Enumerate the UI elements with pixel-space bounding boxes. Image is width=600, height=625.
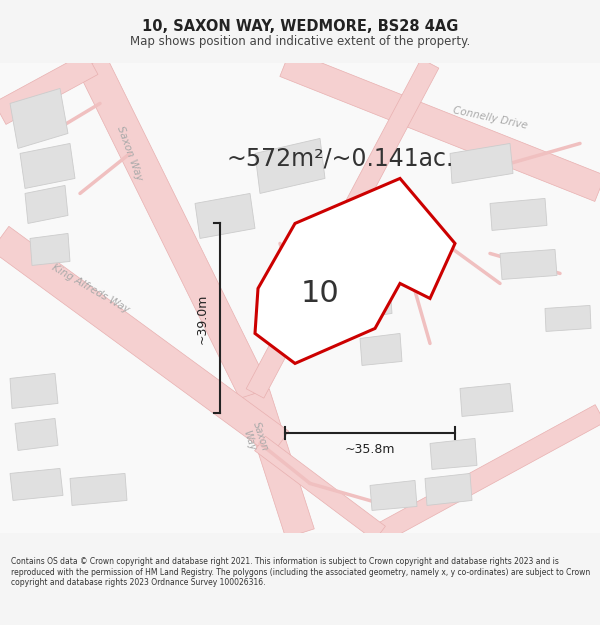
Polygon shape: [370, 481, 417, 511]
Polygon shape: [241, 389, 314, 538]
Polygon shape: [375, 404, 600, 542]
Polygon shape: [450, 143, 513, 184]
Polygon shape: [10, 88, 68, 148]
Polygon shape: [425, 474, 472, 506]
Text: 10: 10: [301, 279, 340, 308]
Text: 10, SAXON WAY, WEDMORE, BS28 4AG: 10, SAXON WAY, WEDMORE, BS28 4AG: [142, 19, 458, 34]
Text: King Alfreds Way: King Alfreds Way: [50, 262, 130, 315]
Polygon shape: [280, 51, 600, 201]
Polygon shape: [0, 226, 289, 456]
Polygon shape: [490, 199, 547, 231]
Polygon shape: [10, 469, 63, 501]
Polygon shape: [25, 186, 68, 223]
Text: Contains OS data © Crown copyright and database right 2021. This information is : Contains OS data © Crown copyright and d…: [11, 558, 590, 588]
Polygon shape: [460, 383, 513, 416]
Polygon shape: [70, 474, 127, 506]
Polygon shape: [77, 56, 269, 401]
Text: Map shows position and indicative extent of the property.: Map shows position and indicative extent…: [130, 36, 470, 48]
Text: ~35.8m: ~35.8m: [345, 443, 395, 456]
Polygon shape: [500, 249, 557, 279]
Polygon shape: [195, 194, 255, 238]
Polygon shape: [545, 306, 591, 331]
Text: Saxon Way: Saxon Way: [115, 125, 145, 182]
Polygon shape: [10, 373, 58, 409]
Text: ~39.0m: ~39.0m: [196, 293, 209, 344]
Polygon shape: [430, 439, 477, 469]
Polygon shape: [15, 419, 58, 451]
Polygon shape: [255, 179, 455, 363]
Text: Saxon
Way: Saxon Way: [240, 421, 270, 456]
Polygon shape: [360, 334, 402, 366]
Polygon shape: [246, 59, 439, 398]
Polygon shape: [254, 436, 385, 541]
Polygon shape: [340, 286, 392, 321]
Text: ~572m²/~0.141ac.: ~572m²/~0.141ac.: [226, 146, 454, 171]
Polygon shape: [30, 233, 70, 266]
Polygon shape: [20, 143, 75, 189]
Polygon shape: [0, 52, 98, 124]
Text: Connelly Drive: Connelly Drive: [452, 106, 528, 131]
Polygon shape: [255, 138, 325, 194]
